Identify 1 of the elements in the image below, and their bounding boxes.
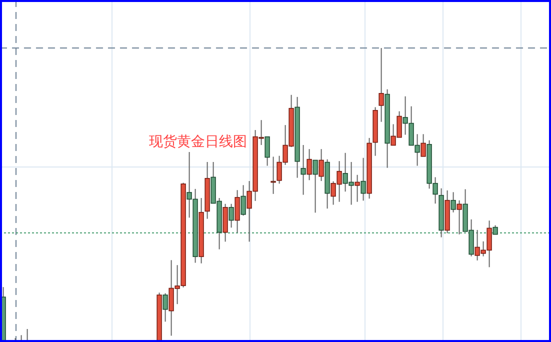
text: 现货黄金日线图 <box>149 134 247 150</box>
